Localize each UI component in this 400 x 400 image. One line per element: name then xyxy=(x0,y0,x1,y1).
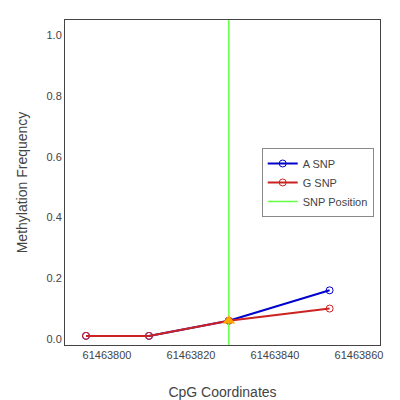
svg-text:0.4: 0.4 xyxy=(47,211,62,223)
svg-text:0.8: 0.8 xyxy=(47,90,62,102)
svg-text:61463860: 61463860 xyxy=(335,349,384,361)
svg-text:0.2: 0.2 xyxy=(47,272,62,284)
svg-text:A SNP: A SNP xyxy=(303,158,335,170)
svg-text:61463840: 61463840 xyxy=(251,349,300,361)
svg-text:1.0: 1.0 xyxy=(47,29,62,41)
svg-text:SNP Position: SNP Position xyxy=(303,196,368,208)
svg-text:Methylation Frequency: Methylation Frequency xyxy=(14,112,30,254)
svg-text:61463800: 61463800 xyxy=(83,349,132,361)
svg-text:0.0: 0.0 xyxy=(47,333,62,345)
svg-text:61463820: 61463820 xyxy=(167,349,216,361)
svg-text:0.6: 0.6 xyxy=(47,151,62,163)
svg-text:CpG Coordinates: CpG Coordinates xyxy=(168,384,276,400)
svg-text:G SNP: G SNP xyxy=(303,177,337,189)
